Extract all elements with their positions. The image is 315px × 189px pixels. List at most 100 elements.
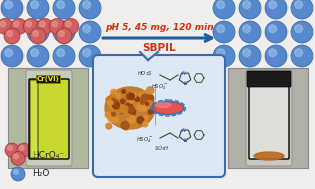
Circle shape xyxy=(59,31,64,36)
Circle shape xyxy=(265,45,287,67)
Circle shape xyxy=(243,49,250,57)
FancyBboxPatch shape xyxy=(93,55,225,177)
Circle shape xyxy=(57,25,65,33)
Circle shape xyxy=(11,152,25,166)
Circle shape xyxy=(23,18,39,34)
Circle shape xyxy=(14,170,18,174)
Text: $SO_3H$: $SO_3H$ xyxy=(154,144,170,153)
Circle shape xyxy=(112,112,115,116)
Circle shape xyxy=(146,102,149,105)
Circle shape xyxy=(295,49,302,57)
Circle shape xyxy=(146,100,152,107)
Circle shape xyxy=(17,143,31,157)
Circle shape xyxy=(112,117,118,123)
Circle shape xyxy=(128,93,135,100)
Circle shape xyxy=(27,0,49,19)
Circle shape xyxy=(4,28,20,44)
Circle shape xyxy=(126,98,130,103)
Circle shape xyxy=(122,90,125,93)
FancyBboxPatch shape xyxy=(8,68,88,168)
Circle shape xyxy=(217,1,225,9)
Circle shape xyxy=(213,45,235,67)
Circle shape xyxy=(108,100,113,105)
Circle shape xyxy=(217,25,225,33)
Circle shape xyxy=(143,116,148,121)
Circle shape xyxy=(79,45,101,67)
Circle shape xyxy=(11,18,27,34)
Circle shape xyxy=(129,107,135,112)
Circle shape xyxy=(53,21,75,43)
Circle shape xyxy=(57,1,65,9)
Circle shape xyxy=(141,94,149,102)
FancyBboxPatch shape xyxy=(247,71,291,87)
Ellipse shape xyxy=(155,102,171,108)
Circle shape xyxy=(148,104,152,108)
Circle shape xyxy=(53,0,75,19)
Circle shape xyxy=(108,116,113,121)
Circle shape xyxy=(217,49,225,57)
Circle shape xyxy=(137,104,145,112)
Polygon shape xyxy=(140,52,158,60)
Circle shape xyxy=(111,103,117,109)
Circle shape xyxy=(239,21,261,43)
Circle shape xyxy=(119,109,123,114)
Circle shape xyxy=(106,123,112,129)
Ellipse shape xyxy=(105,87,155,129)
Circle shape xyxy=(31,49,38,57)
Text: Cr(VI): Cr(VI) xyxy=(37,76,59,82)
Circle shape xyxy=(118,122,122,126)
Circle shape xyxy=(107,96,113,102)
Circle shape xyxy=(243,25,250,33)
Text: $N$: $N$ xyxy=(181,126,187,134)
Circle shape xyxy=(295,1,302,9)
Circle shape xyxy=(8,146,12,150)
Circle shape xyxy=(121,99,125,104)
Circle shape xyxy=(79,0,101,19)
FancyBboxPatch shape xyxy=(26,70,72,166)
Circle shape xyxy=(137,117,144,124)
Circle shape xyxy=(291,0,313,19)
Circle shape xyxy=(141,106,146,112)
Circle shape xyxy=(291,45,313,67)
Circle shape xyxy=(111,89,117,95)
Circle shape xyxy=(295,25,302,33)
Circle shape xyxy=(126,113,130,117)
Circle shape xyxy=(146,87,154,94)
Circle shape xyxy=(115,105,123,113)
FancyBboxPatch shape xyxy=(249,85,289,159)
Circle shape xyxy=(83,49,90,57)
Circle shape xyxy=(148,110,153,114)
Circle shape xyxy=(0,21,6,27)
Circle shape xyxy=(131,93,136,98)
Circle shape xyxy=(5,1,13,9)
Circle shape xyxy=(110,94,116,100)
Circle shape xyxy=(131,94,134,97)
Circle shape xyxy=(27,45,49,67)
Circle shape xyxy=(136,105,140,109)
Circle shape xyxy=(123,123,130,130)
Text: HCrO₄⁻: HCrO₄⁻ xyxy=(32,150,64,160)
FancyBboxPatch shape xyxy=(228,68,308,168)
Circle shape xyxy=(133,123,138,128)
Text: $N$: $N$ xyxy=(183,136,189,144)
Text: pH 5, 45 mg, 120 min: pH 5, 45 mg, 120 min xyxy=(105,23,213,33)
Circle shape xyxy=(14,21,19,27)
Circle shape xyxy=(26,21,32,27)
Circle shape xyxy=(269,1,277,9)
Circle shape xyxy=(5,143,19,157)
Circle shape xyxy=(63,18,79,34)
Circle shape xyxy=(239,45,261,67)
Circle shape xyxy=(148,96,153,102)
Circle shape xyxy=(126,93,134,100)
Text: SBPIL: SBPIL xyxy=(142,43,176,53)
Circle shape xyxy=(49,18,65,34)
Circle shape xyxy=(30,28,46,44)
Circle shape xyxy=(269,25,277,33)
Circle shape xyxy=(1,45,23,67)
Circle shape xyxy=(52,21,58,27)
Circle shape xyxy=(31,1,38,9)
Circle shape xyxy=(143,91,147,95)
Circle shape xyxy=(83,25,90,33)
Circle shape xyxy=(239,0,261,19)
Circle shape xyxy=(128,115,135,123)
